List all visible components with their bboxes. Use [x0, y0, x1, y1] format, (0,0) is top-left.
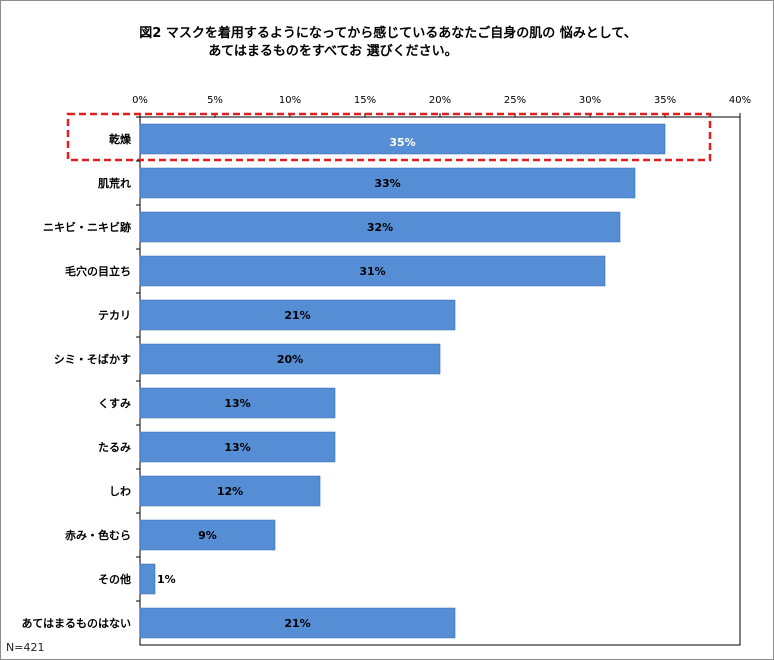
- bar: [139, 475, 321, 507]
- category-label: テカリ: [98, 309, 131, 322]
- x-tick-label: 10%: [279, 95, 301, 106]
- data-label: 13%: [224, 441, 250, 454]
- bar: [139, 255, 606, 287]
- data-label: 1%: [157, 573, 176, 586]
- category-label: 肌荒れ: [97, 176, 131, 190]
- data-label: 31%: [359, 265, 385, 278]
- highlight-box: [66, 112, 712, 162]
- category-label: 毛穴の目立ち: [65, 264, 131, 278]
- category-label: ニキビ・ニキビ跡: [43, 220, 131, 234]
- x-tick-label: 20%: [429, 95, 451, 106]
- data-label: 12%: [217, 485, 243, 498]
- data-label: 21%: [284, 309, 310, 322]
- sample-size-note: N=421: [6, 641, 45, 654]
- bar: [139, 431, 336, 463]
- bar: [139, 123, 666, 155]
- x-tick-label: 5%: [207, 95, 223, 106]
- bar: [139, 519, 276, 551]
- category-label: たるみ: [98, 441, 131, 454]
- category-label: シミ・そばかす: [54, 352, 131, 366]
- data-label: 35%: [389, 136, 415, 149]
- x-tick-label: 15%: [354, 95, 376, 106]
- data-label: 13%: [224, 397, 250, 410]
- category-label: くすみ: [98, 397, 131, 410]
- category-label: 乾燥: [109, 132, 132, 146]
- x-tick-label: 0%: [132, 95, 148, 106]
- data-label: 33%: [374, 177, 400, 190]
- bar: [139, 343, 441, 375]
- category-label: その他: [98, 572, 131, 586]
- bar: [139, 607, 456, 639]
- x-tick-label: 40%: [729, 95, 751, 106]
- x-tick-label: 25%: [504, 95, 526, 106]
- bar: [139, 299, 456, 331]
- x-tick-label: 30%: [579, 95, 601, 106]
- title-line-2: あてはまるものをすべてお 選びください。: [208, 44, 458, 59]
- title-line-1: 図2 マスクを着用するようになってから感じているあなたご自身の肌の 悩みとして、: [139, 26, 637, 41]
- category-label: あてはまるものはない: [21, 617, 131, 630]
- bar: [139, 563, 156, 595]
- category-label: しわ: [109, 485, 131, 498]
- category-label: 赤み・色むら: [65, 528, 131, 542]
- chart-title: 図2 マスクを着用するようになってから感じているあなたご自身の肌の 悩みとして、…: [1, 25, 774, 61]
- data-label: 21%: [284, 617, 310, 630]
- bar: [139, 211, 621, 243]
- bar: [139, 167, 636, 199]
- data-label: 32%: [367, 221, 393, 234]
- data-label: 9%: [198, 529, 217, 542]
- data-label: 20%: [277, 353, 303, 366]
- bar: [139, 387, 336, 419]
- x-tick-label: 35%: [654, 95, 676, 106]
